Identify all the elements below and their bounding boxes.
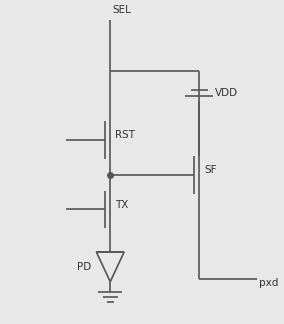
Text: RST: RST: [115, 130, 135, 140]
Text: PD: PD: [77, 262, 91, 272]
Text: SF: SF: [204, 165, 217, 175]
Text: VDD: VDD: [215, 88, 238, 98]
Text: pxd: pxd: [259, 278, 278, 288]
Text: SEL: SEL: [112, 5, 131, 15]
Text: TX: TX: [115, 200, 129, 210]
